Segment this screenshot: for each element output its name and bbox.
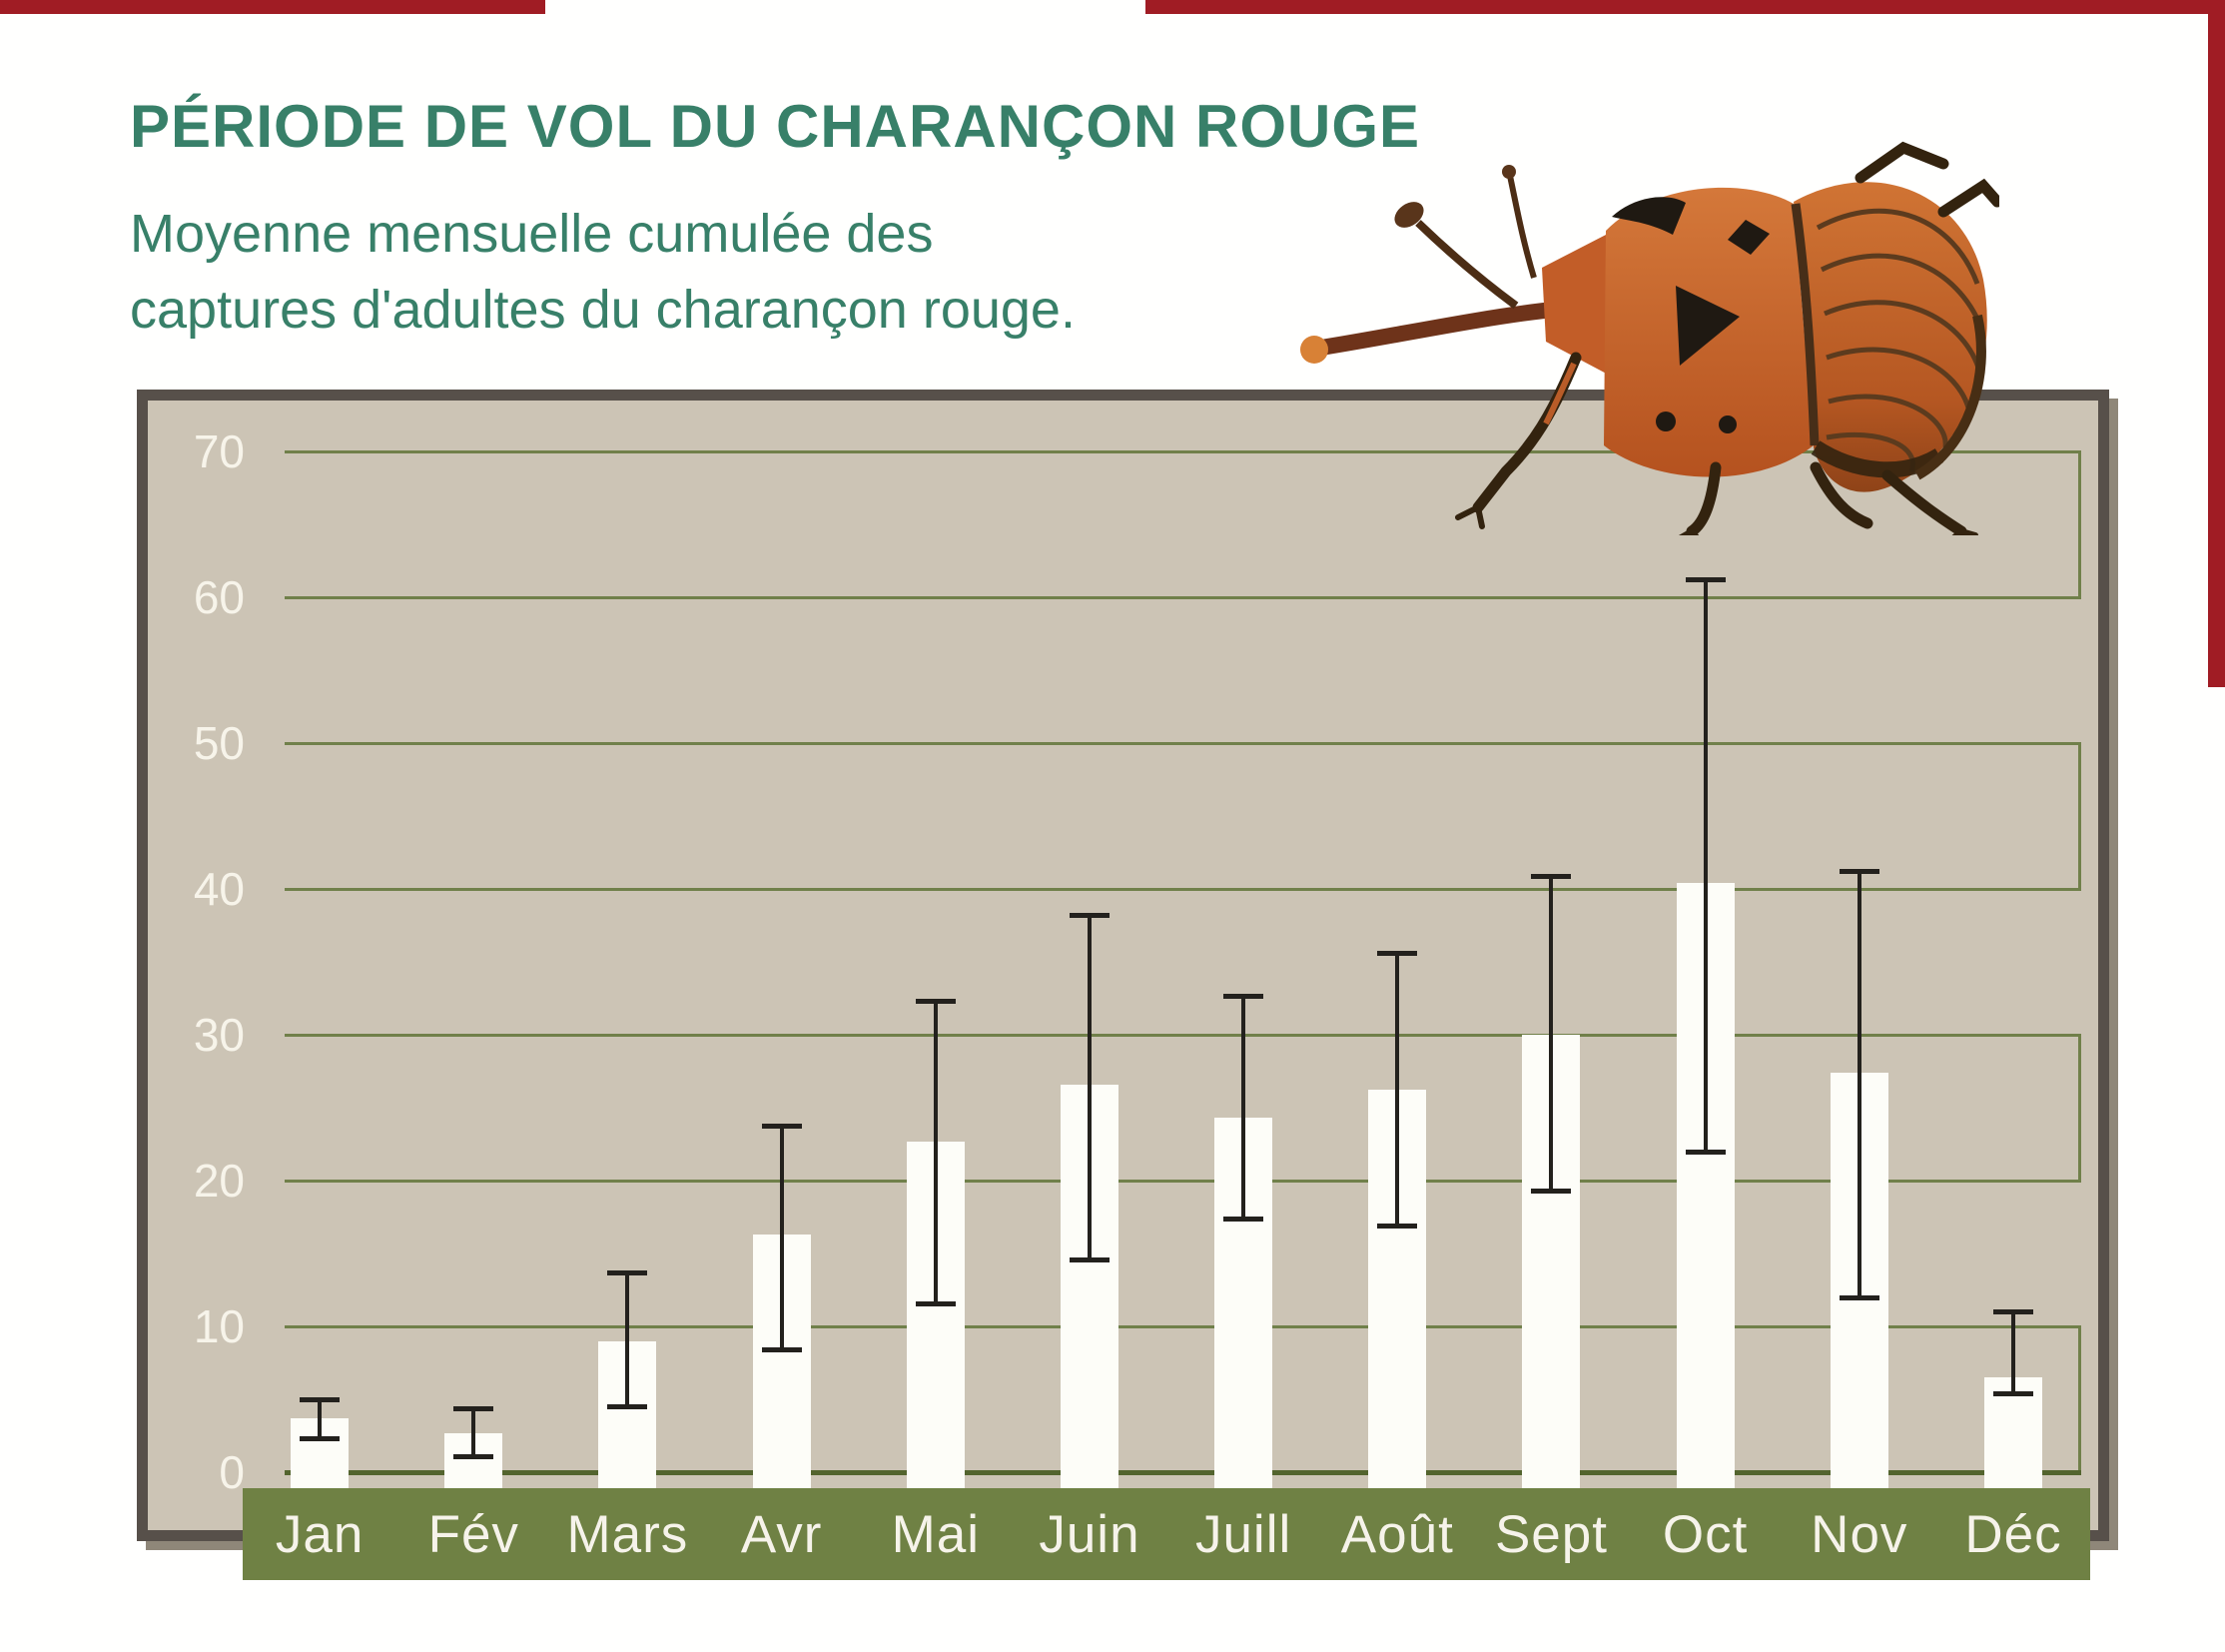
error-bar-cap (915, 1300, 956, 1306)
month-label-mai: Mai (891, 1504, 980, 1564)
y-tick-label: 40 (193, 863, 245, 915)
beetle-shoulder-patch (1612, 197, 1686, 235)
beetle-antenna-2-tip (1502, 165, 1516, 179)
month-label-août: Août (1340, 1504, 1454, 1564)
error-bar-cap (607, 1404, 648, 1410)
error-bar-cap (1377, 951, 1418, 957)
error-bar-cap (453, 1453, 494, 1459)
beetle-rear-edge (1914, 314, 1986, 480)
beetle-tarsi (1455, 504, 1978, 535)
beetle-head (1542, 234, 1614, 378)
y-tick-label: 30 (193, 1009, 245, 1061)
error-bar-juin (1087, 915, 1092, 1259)
error-bar-cap (1992, 1309, 2033, 1315)
beetle-pronotum-dot (1719, 415, 1737, 433)
error-bar-nov (1856, 871, 1861, 1297)
error-bar-cap (1069, 913, 1110, 919)
error-bar-mars (625, 1271, 630, 1407)
gridline-right-edge (2078, 450, 2081, 598)
error-bar-cap (761, 1123, 802, 1129)
error-bar-cap (1223, 1216, 1264, 1222)
gridline-70 (285, 450, 2081, 453)
page-border-right (2208, 0, 2225, 687)
gridline-60 (285, 596, 2081, 599)
error-bar-cap (1223, 993, 1264, 999)
y-tick-label: 70 (193, 425, 245, 477)
x-axis-month-band: Jan Fév Mars Avr Mai Juin Juill Août Sept Oct Nov D… (243, 1488, 2090, 1580)
y-tick-label: 20 (193, 1155, 245, 1207)
error-bar-sept (1549, 875, 1554, 1192)
error-bar-cap (1992, 1391, 2033, 1397)
error-bar-fév (471, 1407, 476, 1456)
beetle-pronotum-spot-diamond (1728, 220, 1770, 255)
beetle-elytra-seam (1791, 203, 1820, 446)
beetle-pronotum-dot (1656, 412, 1676, 431)
gridline-right-edge (2078, 1034, 2081, 1182)
gridline-right-edge (2078, 1325, 2081, 1473)
chart-subtitle: Moyenne mensuelle cumulée des captures d… (130, 196, 1076, 348)
month-label-déc: Déc (1964, 1504, 2062, 1564)
y-tick-label: 0 (219, 1446, 245, 1498)
month-label-sept: Sept (1494, 1504, 1608, 1564)
error-bar-cap (1685, 577, 1726, 583)
red-palm-weevil-illustration (1300, 141, 1999, 535)
gridline-20 (285, 1180, 2081, 1183)
beetle-femur-accent (1543, 362, 1577, 425)
error-bar-mai (933, 1001, 938, 1303)
beetle-elytra-dark-band (1811, 440, 1944, 478)
subtitle-line-2: captures d'adultes du charançon rouge. (130, 280, 1076, 340)
month-label-juin: Juin (1039, 1504, 1140, 1564)
month-label-fév: Fév (427, 1504, 519, 1564)
y-tick-label: 10 (193, 1300, 245, 1352)
beetle-rostrum-tip (1300, 336, 1328, 364)
page-border-top-left (0, 0, 545, 14)
page-title: PÉRIODE DE VOL DU CHARANÇON ROUGE (130, 93, 1421, 160)
month-label-avr: Avr (740, 1504, 823, 1564)
page-border-top-right (1145, 0, 2225, 14)
error-bar-jan (318, 1399, 323, 1439)
gridline-40 (285, 888, 2081, 891)
error-bar-cap (1531, 1189, 1572, 1195)
error-bar-cap (607, 1269, 648, 1275)
error-bar-cap (761, 1347, 802, 1353)
chart-plot-area (148, 401, 2098, 1530)
subtitle-line-1: Moyenne mensuelle cumulée des (130, 204, 934, 264)
gridline-10 (285, 1325, 2081, 1328)
error-bar-cap (915, 999, 956, 1005)
beetle-rostrum (1313, 303, 1552, 356)
month-label-oct: Oct (1662, 1504, 1749, 1564)
error-bar-cap (453, 1405, 494, 1411)
beetle-antenna-2 (1507, 175, 1537, 279)
gridline-30 (285, 1034, 2081, 1037)
error-bar-oct (1703, 579, 1708, 1152)
beetle-elytra-stripes (1816, 208, 1984, 472)
error-bar-cap (1839, 1294, 1879, 1300)
gridline-50 (285, 742, 2081, 745)
beetle-antenna-club (1394, 202, 1424, 228)
x-axis-baseline (285, 1470, 2081, 1475)
month-label-nov: Nov (1811, 1504, 1908, 1564)
y-tick-label: 50 (193, 717, 245, 769)
error-bar-cap (1839, 869, 1879, 875)
error-bar-cap (1531, 873, 1572, 879)
gridline-right-edge (2078, 742, 2081, 890)
error-bar-août (1395, 953, 1400, 1227)
error-bar-cap (1069, 1256, 1110, 1262)
error-bar-avr (779, 1125, 784, 1350)
error-bar-déc (2010, 1311, 2015, 1394)
beetle-pronotum-spot-triangle (1676, 286, 1740, 366)
month-label-jan: Jan (275, 1504, 365, 1564)
month-label-juill: Juill (1194, 1504, 1292, 1564)
error-bar-cap (300, 1436, 341, 1442)
error-bar-juill (1241, 995, 1246, 1219)
y-tick-label: 60 (193, 571, 245, 623)
error-bar-cap (1377, 1224, 1418, 1230)
beetle-antenna (1415, 220, 1519, 310)
error-bar-cap (1685, 1149, 1726, 1155)
error-bar-cap (300, 1397, 341, 1402)
month-label-mars: Mars (566, 1504, 689, 1564)
